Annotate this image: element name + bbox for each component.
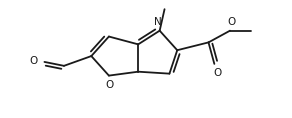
Text: O: O bbox=[29, 56, 38, 66]
Text: O: O bbox=[228, 17, 236, 27]
Text: O: O bbox=[213, 68, 221, 78]
Text: O: O bbox=[106, 80, 114, 90]
Text: N: N bbox=[154, 17, 161, 27]
